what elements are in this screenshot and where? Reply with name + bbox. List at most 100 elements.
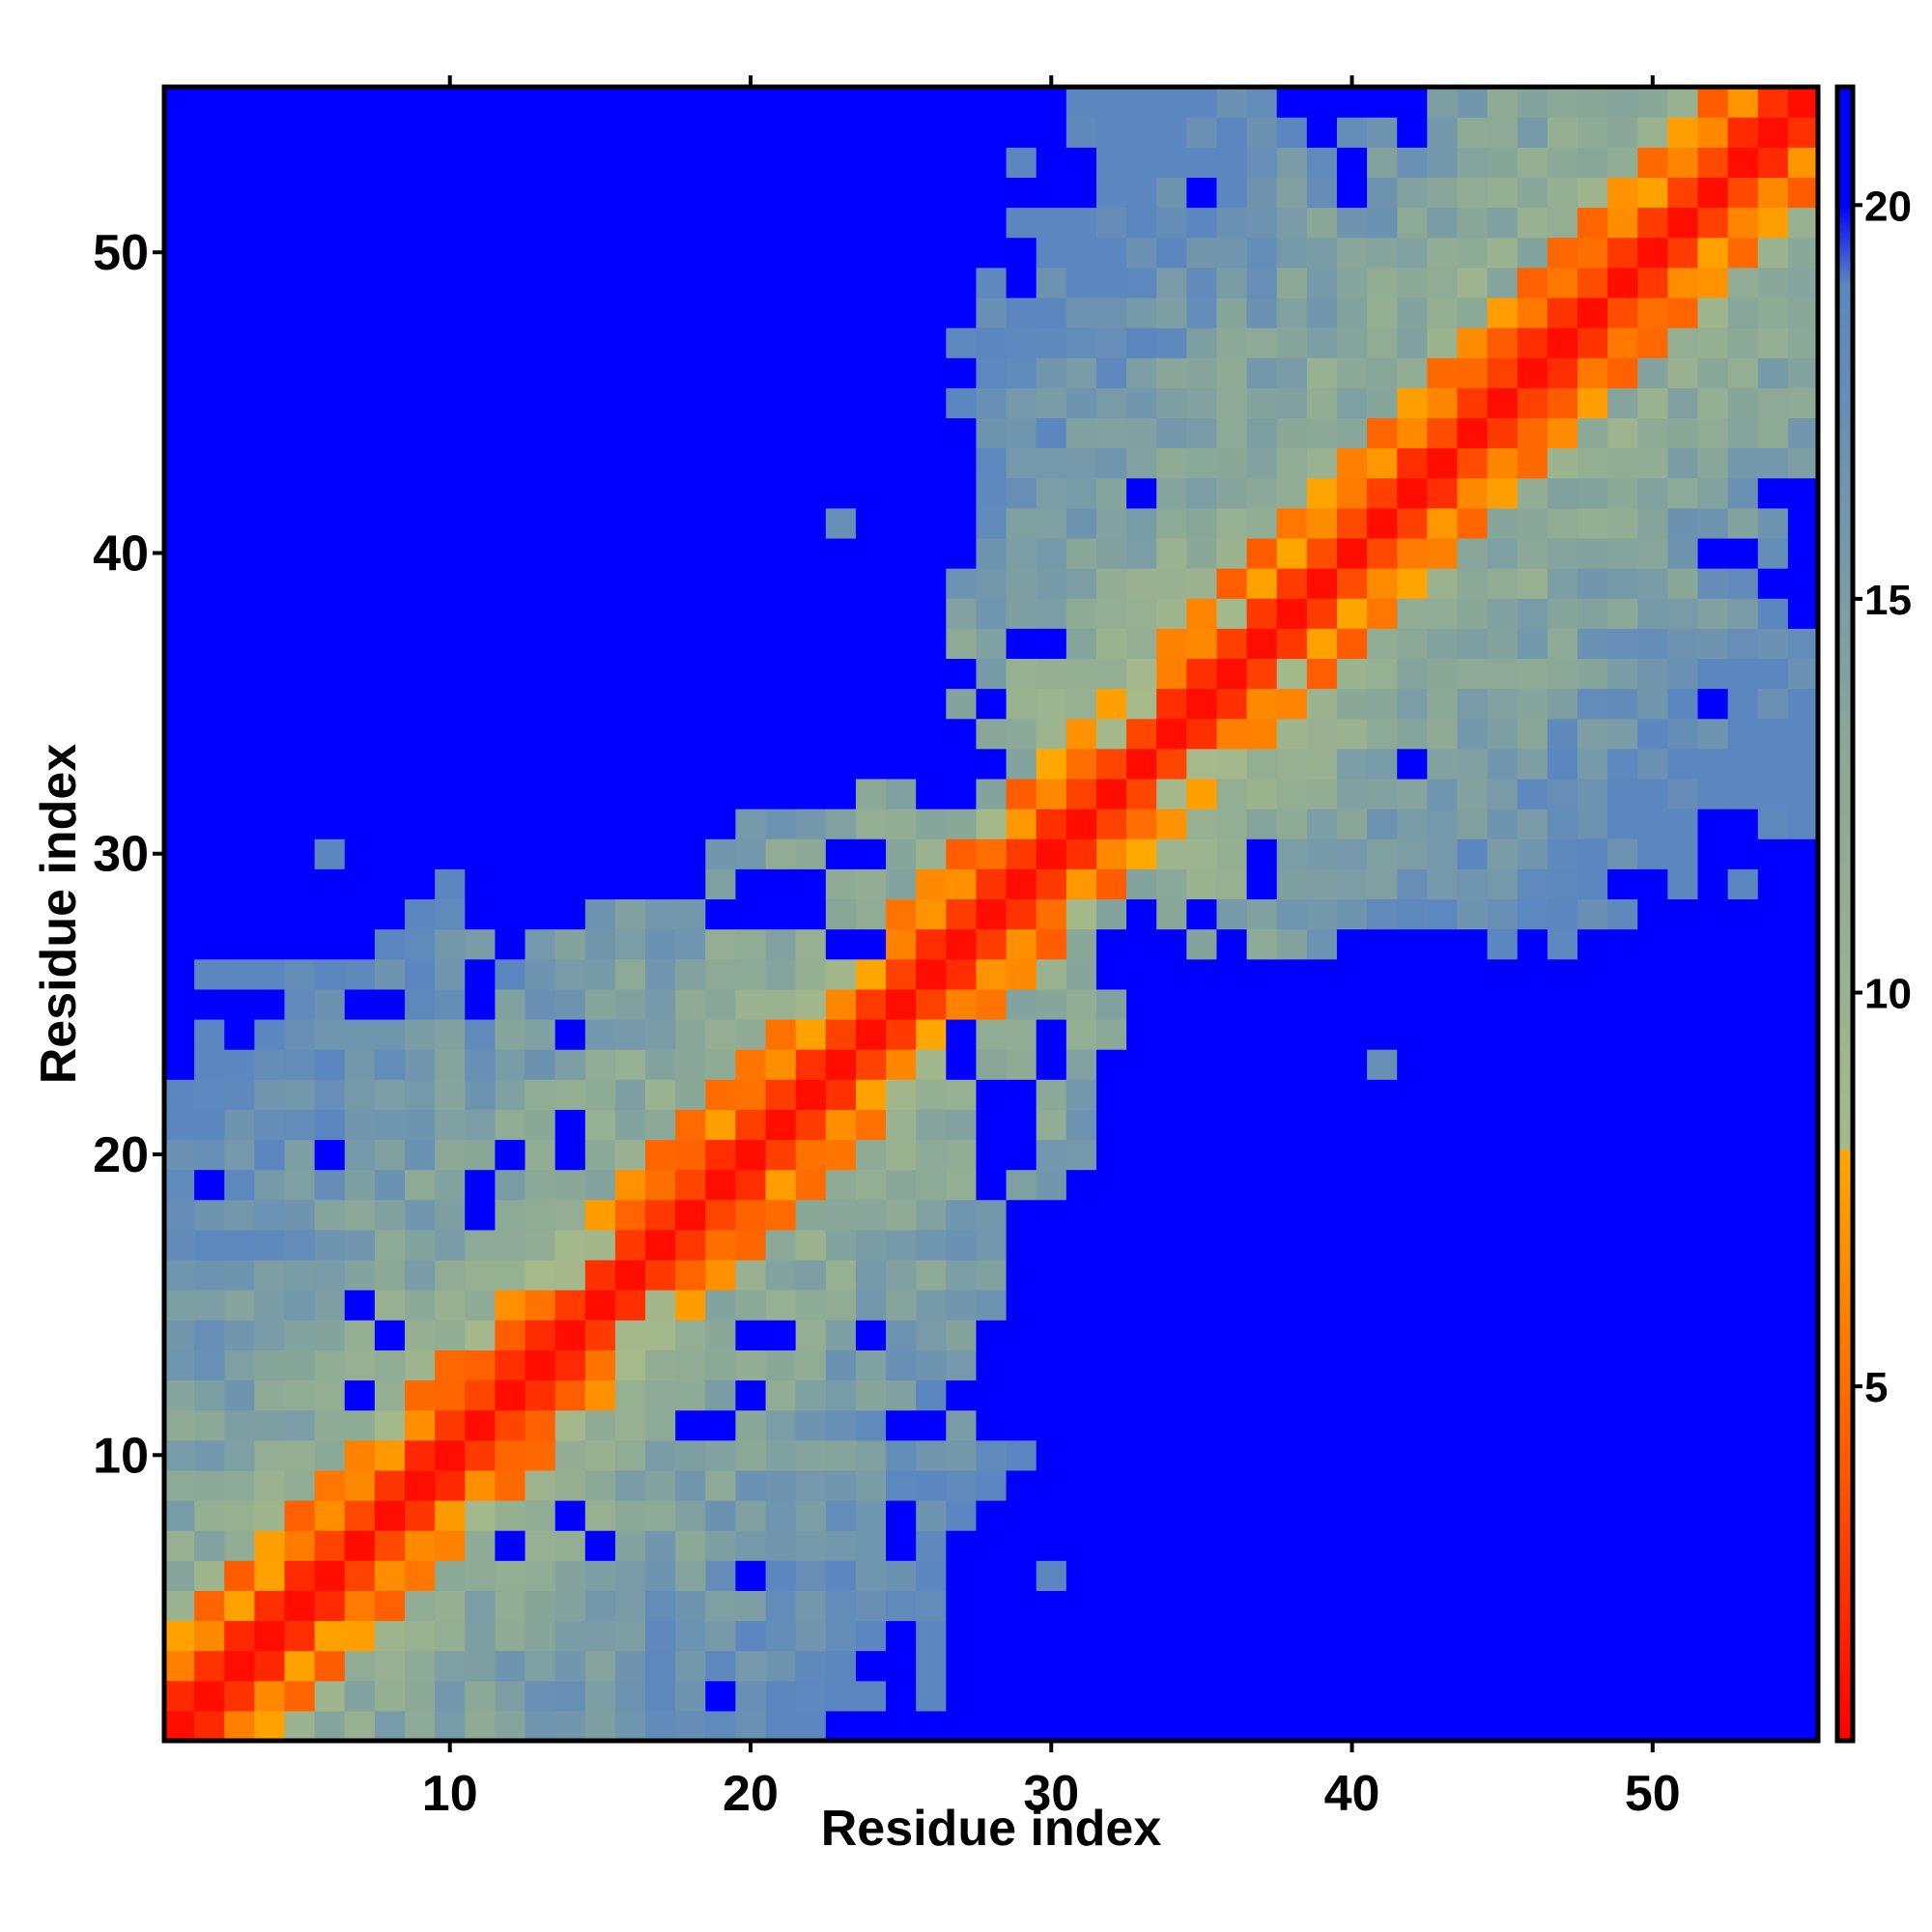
heatmap-cell [1547, 568, 1578, 599]
heatmap-cell [224, 1710, 255, 1742]
heatmap-cell [1006, 1199, 1037, 1231]
heatmap-cell [1156, 117, 1187, 148]
heatmap-cell [525, 1229, 556, 1261]
heatmap-cell [314, 958, 346, 990]
heatmap-cell [1126, 1650, 1157, 1682]
heatmap-cell [1487, 1379, 1519, 1411]
heatmap-cell [765, 1439, 797, 1471]
heatmap-cell [1216, 267, 1248, 298]
heatmap-cell [1427, 1199, 1459, 1231]
heatmap-cell [1487, 1018, 1519, 1050]
heatmap-cell [855, 688, 887, 720]
heatmap-cell [1757, 147, 1789, 178]
heatmap-cell [314, 147, 346, 178]
heatmap-cell [405, 1590, 436, 1622]
heatmap-cell [405, 147, 436, 178]
heatmap-cell [825, 1379, 857, 1411]
heatmap-cell [525, 357, 556, 388]
heatmap-cell [584, 1079, 616, 1110]
heatmap-cell [1577, 1680, 1608, 1712]
heatmap-cells [164, 87, 1819, 1742]
heatmap-cell [1336, 748, 1368, 780]
heatmap-cell [344, 838, 376, 869]
heatmap-cell [344, 1530, 376, 1561]
heatmap-cell [1006, 447, 1037, 479]
heatmap-cell [1637, 1439, 1668, 1471]
heatmap-cell [1667, 628, 1699, 660]
heatmap-cell [1306, 177, 1338, 209]
heatmap-cell [795, 928, 827, 960]
heatmap-cell [1757, 1018, 1789, 1050]
heatmap-cell [254, 838, 286, 869]
heatmap-cell [224, 1650, 255, 1682]
heatmap-cell [194, 1469, 225, 1501]
heatmap-cell [1036, 1560, 1067, 1591]
heatmap-cell [1667, 809, 1699, 839]
heatmap-cell [1036, 297, 1067, 328]
heatmap-cell [224, 868, 255, 900]
heatmap-cell [1095, 117, 1127, 148]
heatmap-cell [1367, 1018, 1398, 1050]
heatmap-cell [254, 447, 286, 479]
heatmap-cell [374, 1259, 406, 1291]
heatmap-cell [254, 327, 286, 358]
heatmap-cell [1577, 958, 1608, 990]
heatmap-cell [314, 1379, 346, 1411]
heatmap-cell [1547, 117, 1578, 148]
heatmap-cell [1006, 1680, 1037, 1712]
heatmap-cell [1336, 718, 1368, 750]
heatmap-cell [164, 507, 195, 539]
heatmap-cell [1186, 598, 1218, 629]
heatmap-cell [1787, 177, 1819, 209]
heatmap-cell [1126, 1018, 1157, 1050]
heatmap-cell [1397, 1439, 1428, 1471]
heatmap-cell [735, 1439, 767, 1471]
heatmap-cell [1517, 928, 1548, 960]
heatmap-cell [1607, 1199, 1638, 1231]
heatmap-cell [194, 507, 225, 539]
heatmap-cell [1727, 598, 1759, 629]
heatmap-cell [675, 688, 706, 720]
heatmap-cell [554, 1320, 586, 1350]
heatmap-cell [1397, 1350, 1428, 1381]
heatmap-cell [254, 778, 286, 810]
heatmap-cell [584, 1109, 616, 1141]
heatmap-cell [1697, 537, 1729, 569]
heatmap-cell [1757, 507, 1789, 539]
heatmap-cell [1727, 1018, 1759, 1050]
heatmap-cell [254, 417, 286, 449]
heatmap-cell [645, 1229, 676, 1261]
heatmap-cell [1517, 1109, 1548, 1141]
heatmap-cell [1065, 147, 1097, 178]
heatmap-cell [795, 1590, 827, 1622]
heatmap-cell [1517, 177, 1548, 209]
heatmap-cell [855, 1169, 887, 1201]
heatmap-cell [675, 748, 706, 780]
heatmap-cell [1126, 477, 1157, 509]
heatmap-cell [284, 598, 316, 629]
heatmap-cell [554, 928, 586, 960]
heatmap-cell [224, 177, 255, 209]
heatmap-cell [1276, 1379, 1308, 1411]
heatmap-cell [916, 1169, 947, 1201]
heatmap-cell [1427, 417, 1459, 449]
heatmap-cell [1577, 1650, 1608, 1682]
heatmap-cell [1126, 1079, 1157, 1110]
heatmap-cell [405, 658, 436, 690]
heatmap-cell [344, 387, 376, 418]
heatmap-cell [1397, 537, 1428, 569]
heatmap-cell [1276, 748, 1308, 780]
heatmap-cell [405, 1379, 436, 1411]
heatmap-cell [374, 147, 406, 178]
heatmap-cell [1607, 1650, 1638, 1682]
heatmap-cell [886, 1439, 917, 1471]
heatmap-cell [344, 748, 376, 780]
heatmap-cell [1397, 898, 1428, 930]
heatmap-cell [1306, 267, 1338, 298]
heatmap-cell [435, 1169, 466, 1201]
heatmap-cell [675, 1169, 706, 1201]
heatmap-cell [1637, 1139, 1668, 1171]
heatmap-cell [1457, 537, 1489, 569]
heatmap-cell [1427, 1079, 1459, 1110]
